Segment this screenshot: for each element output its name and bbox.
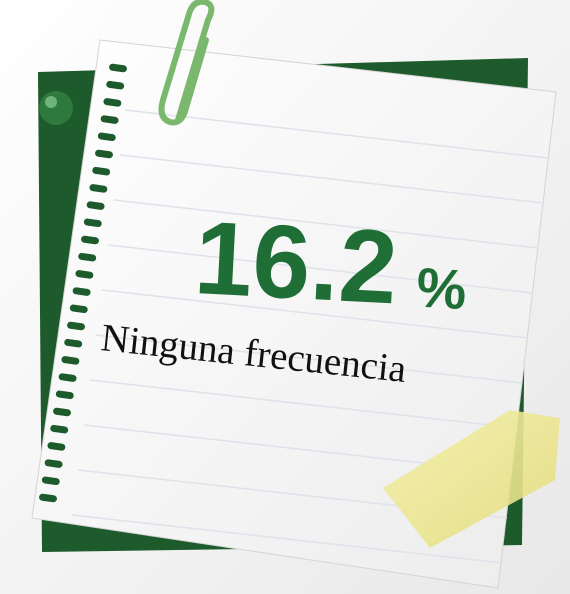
spiral-hole xyxy=(47,442,66,451)
spiral-hole xyxy=(103,98,122,107)
spiral-hole xyxy=(78,252,97,262)
spiral-hole xyxy=(69,304,88,314)
spiral-hole xyxy=(58,373,77,382)
spiral-hole xyxy=(95,149,113,159)
spiral-hole xyxy=(81,235,99,245)
spiral-hole xyxy=(61,356,80,365)
spiral-hole xyxy=(86,201,105,210)
spiral-hole xyxy=(72,287,91,296)
spiral-hole xyxy=(100,115,119,124)
spiral-hole xyxy=(97,132,116,142)
spiral-hole xyxy=(39,493,57,503)
stat-value: 16.2 xyxy=(192,200,400,326)
push-pin xyxy=(39,91,73,125)
spiral-holes xyxy=(39,63,127,503)
pin-highlight xyxy=(45,96,57,108)
paperclip xyxy=(158,0,215,126)
spiral-hole xyxy=(41,476,60,486)
spiral-hole xyxy=(92,166,111,176)
spiral-hole xyxy=(106,80,125,90)
spiral-hole xyxy=(109,63,127,73)
spiral-hole xyxy=(75,270,94,279)
spiral-hole xyxy=(50,424,69,434)
spiral-hole xyxy=(67,321,85,331)
spiral-hole xyxy=(53,407,71,417)
spiral-hole xyxy=(44,459,63,468)
paper xyxy=(31,39,557,589)
spiral-hole xyxy=(55,390,74,400)
sticky-tape xyxy=(383,410,560,548)
stat-group: 16.2 % xyxy=(192,200,468,326)
spiral-hole xyxy=(64,338,83,348)
spiral-hole xyxy=(89,184,108,193)
stat-unit: % xyxy=(415,256,468,322)
spiral-hole xyxy=(83,218,102,228)
paper-lines xyxy=(71,109,549,564)
